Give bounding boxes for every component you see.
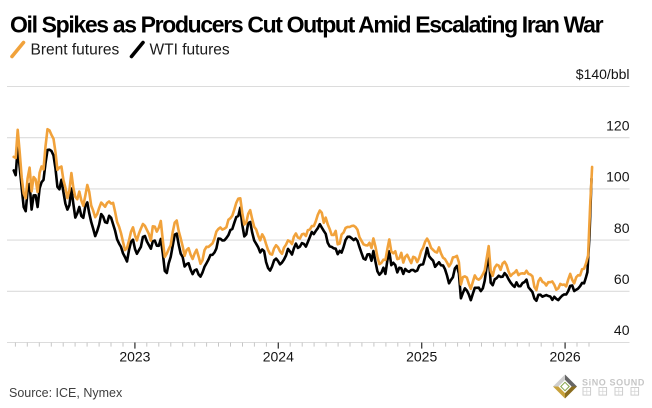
svg-text:$140/bbl: $140/bbl [576, 66, 630, 82]
svg-text:2026: 2026 [550, 349, 581, 365]
svg-text:2025: 2025 [406, 349, 437, 365]
svg-text:Oil Spikes as Producers Cut Ou: Oil Spikes as Producers Cut Output Amid … [10, 12, 604, 38]
svg-text:Brent futures: Brent futures [31, 42, 120, 59]
svg-text:80: 80 [614, 220, 630, 236]
svg-text:120: 120 [606, 117, 630, 133]
svg-text:100: 100 [606, 169, 630, 185]
svg-text:2023: 2023 [119, 349, 150, 365]
svg-text:40: 40 [614, 322, 630, 338]
svg-text:WTI futures: WTI futures [150, 42, 230, 59]
svg-text:SiNO SOUND: SiNO SOUND [582, 378, 645, 388]
svg-text:2024: 2024 [263, 349, 294, 365]
svg-text:Source: ICE, Nymex: Source: ICE, Nymex [9, 386, 123, 400]
svg-text:60: 60 [614, 271, 630, 287]
